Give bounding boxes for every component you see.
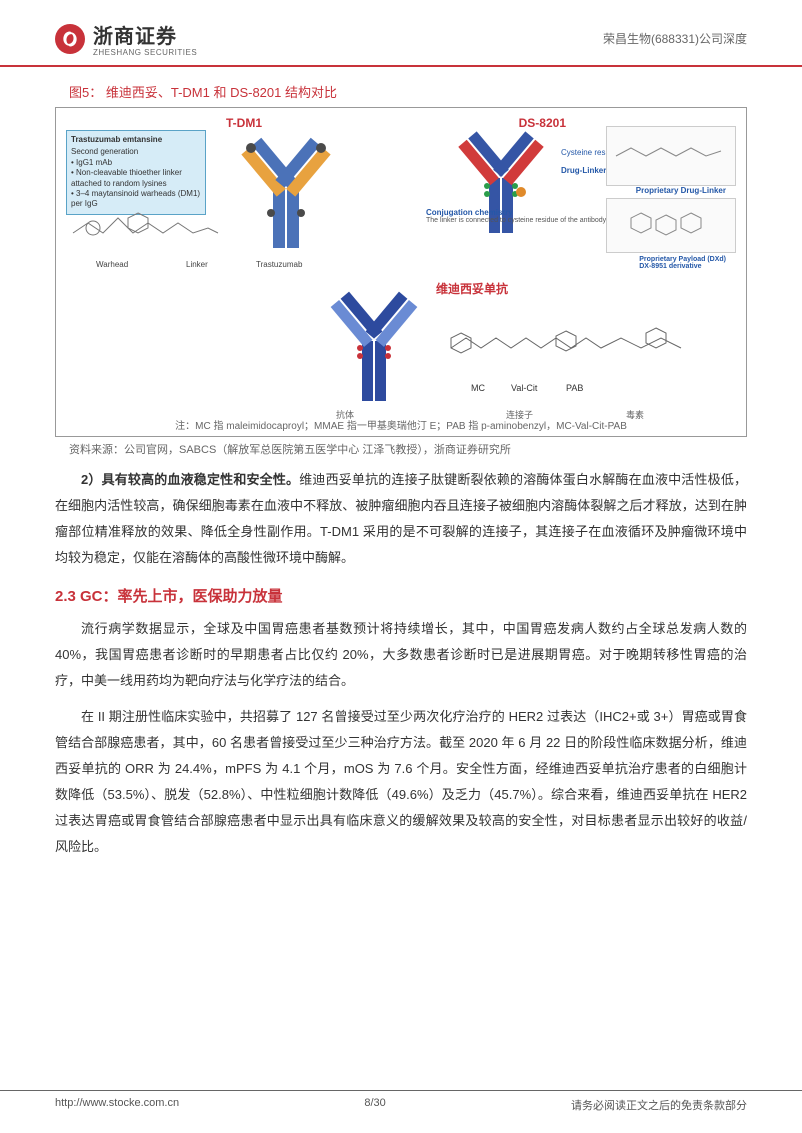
linker-chem-icon — [611, 136, 731, 176]
logo-text-block: 浙商证券 ZHESHANG SECURITIES — [93, 20, 197, 57]
footer-url: http://www.stocke.com.cn — [55, 1097, 179, 1113]
section-2-3-title: 2.3 GC：率先上市，医保助力放量 — [55, 585, 747, 606]
conjugation-label: Conjugation chemistry The linker is conn… — [426, 208, 606, 224]
drug-linker-label: Drug-Linker — [561, 166, 606, 175]
mc-label: MC — [471, 383, 485, 393]
logo-block: 浙商证券 ZHESHANG SECURITIES — [55, 20, 197, 57]
pab-label: PAB — [566, 383, 583, 393]
content-area: 图5： 维迪西妥、T-DM1 和 DS-8201 结构对比 T-DM1 DS-8… — [0, 67, 802, 860]
paragraph-2: 流行病学数据显示，全球及中国胃癌患者基数预计将持续增长，其中，中国胃癌发病人数约… — [55, 616, 747, 694]
conj-sub: The linker is connected to cysteine resi… — [426, 217, 606, 224]
prop-payload-label: Proprietary Payload (DXd) DX-8951 deriva… — [639, 256, 726, 270]
figure-source: 资料来源：公司官网，SABCS（解放军总医院第五医学中心 江泽飞教授），浙商证券… — [55, 441, 747, 457]
company-logo-icon — [55, 24, 85, 54]
figure-note: 注：MC 指 maleimidocaproyl；MMAE 指一甲基奥瑞他汀 E；… — [56, 417, 746, 432]
logo-subtext: ZHESHANG SECURITIES — [93, 49, 197, 57]
para1-lead: 2）具有较高的血液稳定性和安全性。 — [81, 472, 299, 487]
paragraph-3: 在 II 期注册性临床实验中，共招募了 127 名曾接受过至少两次化疗治疗的 H… — [55, 704, 747, 860]
figure-title: 图5： 维迪西妥、T-DM1 和 DS-8201 结构对比 — [55, 82, 747, 101]
ds8201-antibody-icon — [441, 128, 561, 248]
footer-disclaimer: 请务必阅读正文之后的免责条款部分 — [571, 1097, 747, 1113]
wdxy-chem-icon — [446, 313, 696, 378]
figure-box: T-DM1 DS-8201 维迪西妥单抗 Trastuzumab emtansi… — [55, 107, 747, 437]
trastuzumab-label: Trastuzumab — [256, 260, 302, 269]
conj-title: Conjugation chemistry — [426, 208, 606, 217]
callout-head: Trastuzumab emtansine — [71, 135, 201, 145]
wdxy-label: 维迪西妥单抗 — [436, 280, 508, 297]
wdxy-antibody-icon — [314, 286, 434, 416]
linker-label: Linker — [186, 260, 208, 269]
warhead-label: Warhead — [96, 260, 128, 269]
header-right-text: 荣昌生物(688331)公司深度 — [603, 30, 747, 47]
ds-linker-box — [606, 126, 736, 186]
paragraph-1: 2）具有较高的血液稳定性和安全性。维迪西妥单抗的连接子肽键断裂依赖的溶酶体蛋白水… — [55, 467, 747, 571]
page-footer: http://www.stocke.com.cn 8/30 请务必阅读正文之后的… — [0, 1090, 802, 1113]
prop-linker-label: Proprietary Drug-Linker — [636, 186, 726, 195]
valcit-label: Val-Cit — [511, 383, 537, 393]
ds-payload-box — [606, 198, 736, 253]
logo-text: 浙商证券 — [93, 20, 197, 49]
callout-body: Second generation • IgG1 mAb • Non-cleav… — [71, 147, 201, 209]
page: 浙商证券 ZHESHANG SECURITIES 荣昌生物(688331)公司深… — [0, 0, 802, 1133]
tdm1-antibody-icon — [221, 133, 351, 263]
footer-page-number: 8/30 — [364, 1097, 385, 1113]
swirl-icon — [60, 29, 80, 49]
tdm1-label: T-DM1 — [226, 116, 262, 130]
payload-chem-icon — [611, 203, 731, 248]
page-header: 浙商证券 ZHESHANG SECURITIES 荣昌生物(688331)公司深… — [0, 0, 802, 67]
tdm1-chem-icon — [68, 203, 223, 258]
